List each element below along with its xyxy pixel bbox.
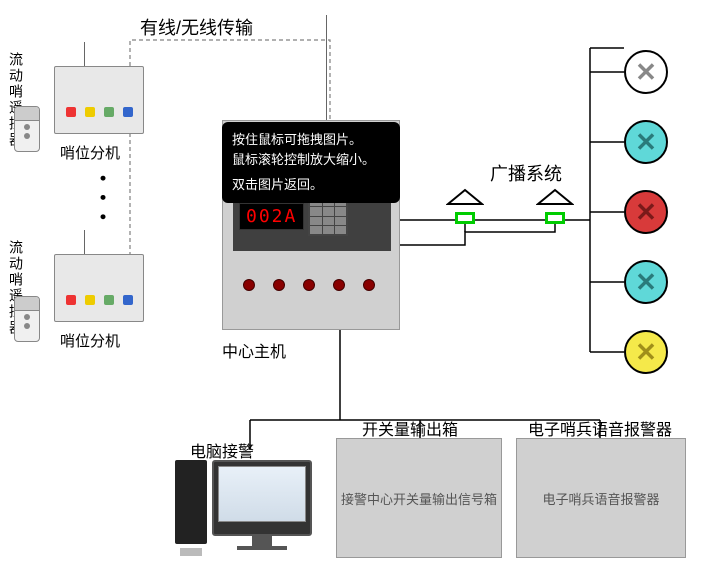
- host-display: 002A: [239, 203, 304, 230]
- switchbox-label: 开关量输出箱: [362, 416, 458, 440]
- indicator-light-white: ✕: [624, 50, 668, 94]
- station-unit-bottom: [54, 254, 144, 322]
- pc-monitor: [212, 460, 312, 550]
- switchbox-text: 接警中心开关量输出信号箱: [341, 489, 497, 508]
- title-wired-wireless: 有线/无线传输: [140, 14, 253, 40]
- station-label-top: 哨位分机: [60, 142, 120, 163]
- pc-keyboard: [180, 548, 202, 556]
- tooltip-line: 鼠标滚轮控制放大缩小。: [232, 150, 390, 170]
- antenna-station-bottom: [84, 230, 85, 256]
- station-unit-top: [54, 66, 144, 134]
- indicator-light-cyan2: ✕: [624, 260, 668, 304]
- remote-control-top: [14, 106, 40, 152]
- indicator-light-cyan: ✕: [624, 120, 668, 164]
- host-knob: [333, 279, 345, 291]
- pc-tower: [175, 460, 207, 544]
- speakers-label: 广播系统: [490, 160, 562, 186]
- antenna-host: [326, 15, 327, 123]
- host-knob: [363, 279, 375, 291]
- tooltip-line: 按住鼠标可拖拽图片。: [232, 130, 390, 150]
- speaker-left: [446, 188, 484, 224]
- speaker-right: [536, 188, 574, 224]
- host-label: 中心主机: [222, 338, 286, 362]
- indicator-light-yellow: ✕: [624, 330, 668, 374]
- ellipsis-dots: • • •: [92, 175, 113, 224]
- antenna-station-top: [84, 42, 85, 68]
- alarm-text: 电子哨兵语音报警器: [542, 489, 659, 508]
- host-knob: [243, 279, 255, 291]
- remote-control-bottom: [14, 296, 40, 342]
- tooltip-line: 双击图片返回。: [232, 175, 390, 195]
- station-label-bottom: 哨位分机: [60, 330, 120, 351]
- host-knob: [303, 279, 315, 291]
- pc-label: 电脑接警: [190, 438, 254, 462]
- switch-output-box: 接警中心开关量输出信号箱: [336, 438, 502, 558]
- host-knob: [273, 279, 285, 291]
- indicator-light-red: ✕: [624, 190, 668, 234]
- voice-alarm-box: 电子哨兵语音报警器: [516, 438, 686, 558]
- alarm-label: 电子哨兵语音报警器: [528, 416, 672, 440]
- image-tooltip: 按住鼠标可拖拽图片。 鼠标滚轮控制放大缩小。 双击图片返回。: [222, 122, 400, 203]
